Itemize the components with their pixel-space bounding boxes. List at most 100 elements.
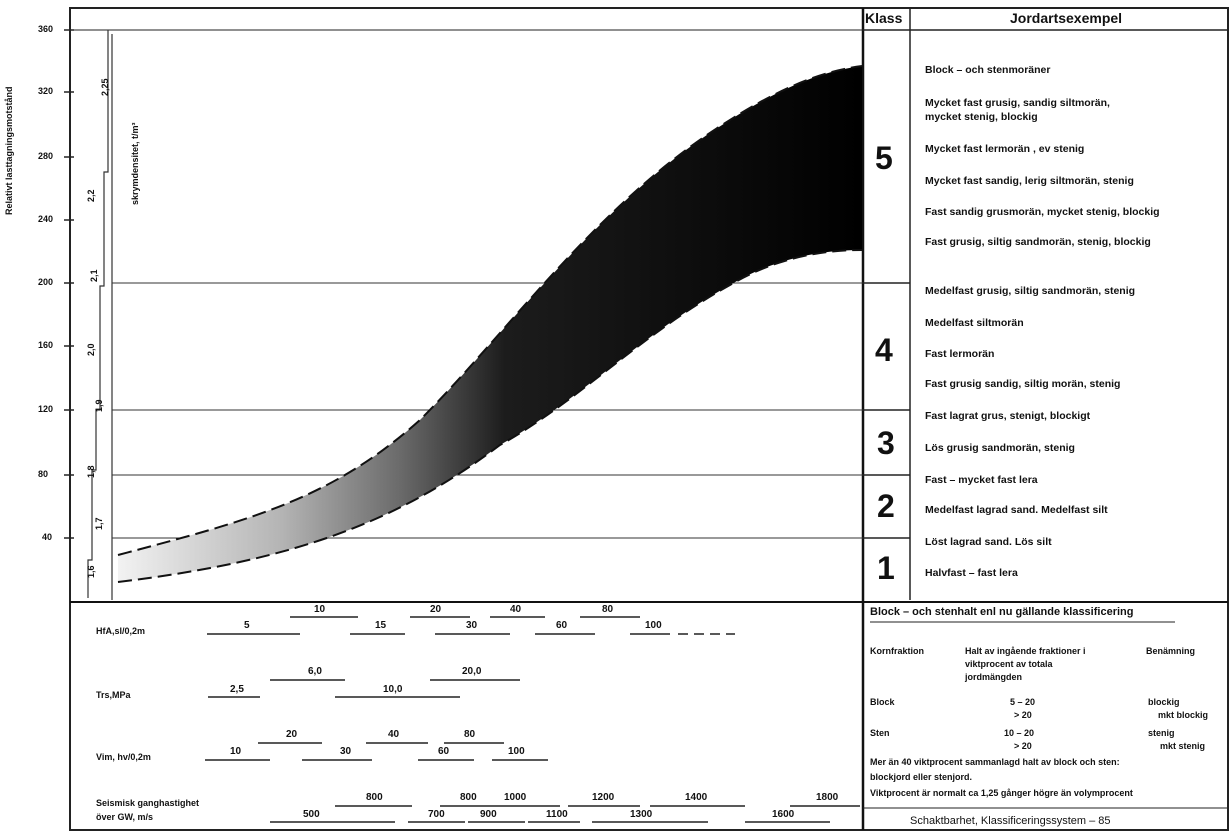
seismic-lower: 1600 — [772, 809, 795, 820]
soil-example: Mycket fast sandig, lerig siltmorän, ste… — [925, 175, 1134, 187]
vim-lower: 60 — [438, 746, 450, 757]
density-value: 2,2 — [86, 189, 96, 202]
soil-example: Halvfast – fast lera — [925, 567, 1018, 579]
hfa-lower: 30 — [466, 620, 478, 631]
vim-label: Vim, hv/0,2m — [96, 752, 151, 762]
hfa-upper: 20 — [430, 604, 442, 615]
density-value: 1,7 — [94, 517, 104, 530]
trs-lower: 2,5 — [230, 684, 244, 695]
seismic-lower: 700 — [428, 809, 445, 820]
trs-lower: 10,0 — [383, 684, 403, 695]
hfa-label: HfA,sl/0,2m — [96, 626, 146, 636]
hfa-upper: 40 — [510, 604, 522, 615]
klass-number-5: 5 — [875, 140, 893, 176]
seismic-upper: 800 — [460, 792, 477, 803]
vim-upper: 20 — [286, 729, 298, 740]
block-row-ben: stenig — [1148, 728, 1175, 738]
trs-upper: 20,0 — [462, 666, 482, 677]
hfa-lower: 100 — [645, 620, 662, 631]
soil-example: Fast lermorän — [925, 348, 995, 360]
y-tick-120: 120 — [38, 404, 54, 414]
outer-frame — [69, 7, 1229, 831]
block-row-halt: > 20 — [1014, 710, 1032, 720]
soil-example: Fast grusig, siltig sandmorän, stenig, b… — [925, 236, 1151, 248]
seismic-lower: 1300 — [630, 809, 653, 820]
block-note: blockjord eller stenjord. — [870, 772, 973, 782]
density-axis-label: skrymdensitet, t/m³ — [130, 122, 140, 205]
block-col-header: Benämning — [1146, 646, 1196, 656]
seismic-lower: 1100 — [546, 809, 568, 820]
seismic-lower: 500 — [303, 809, 320, 820]
seismic-upper: 1000 — [504, 792, 527, 803]
y-tick-80: 80 — [38, 469, 49, 479]
seismic-upper: 1800 — [816, 792, 839, 803]
density-value: 2,25 — [100, 78, 110, 96]
trs-label: Trs,MPa — [96, 690, 131, 700]
seismic-upper: 1400 — [685, 792, 708, 803]
block-table-title: Block – och stenhalt enl nu gällande kla… — [870, 606, 1134, 618]
density-value: 2,1 — [89, 269, 99, 282]
y-tick-320: 320 — [38, 86, 54, 96]
band-upper-bound — [117, 65, 863, 556]
soil-example: Medelfast grusig, siltig sandmorän, sten… — [925, 285, 1136, 297]
density-value: 1,9 — [94, 399, 104, 412]
hfa-lower: 5 — [244, 620, 250, 631]
hfa-upper: 80 — [602, 604, 614, 615]
block-row-ben: blockig — [1148, 697, 1180, 707]
vim-lower: 100 — [508, 746, 525, 757]
seismic-upper: 800 — [366, 792, 383, 803]
soil-example: Mycket fast lermorän , ev stenig — [925, 143, 1085, 155]
klass-header: Klass — [865, 10, 903, 26]
hfa-scale-lines — [207, 616, 735, 635]
block-row-halt: 10 – 20 — [1004, 728, 1035, 738]
soil-example: Lös grusig sandmorän, stenig — [925, 442, 1075, 454]
hfa-upper: 10 — [314, 604, 326, 615]
block-col-header: jordmängden — [965, 672, 1023, 682]
example-header: Jordartsexempel — [1010, 10, 1123, 26]
seismic-scale-lines — [270, 805, 860, 823]
block-row-ben: mkt blockig — [1158, 710, 1209, 720]
density-value: 1,6 — [86, 565, 96, 578]
y-tick-40: 40 — [42, 532, 53, 542]
seismic-upper: 1200 — [592, 792, 615, 803]
density-value: 2,0 — [86, 343, 96, 356]
klass-number-2: 2 — [877, 488, 895, 524]
block-col-header: Halt av ingående fraktioner i — [965, 646, 1086, 656]
block-note: Viktprocent är normalt ca 1,25 gånger hö… — [870, 788, 1133, 798]
vim-upper: 80 — [464, 729, 476, 740]
soil-example: Block – och stenmoräner — [925, 64, 1051, 76]
y-axis-ticks — [64, 29, 74, 539]
y-tick-240: 240 — [38, 214, 54, 224]
vim-lower: 10 — [230, 746, 242, 757]
y-axis-label: Relativt lasttagningsmotstånd — [4, 86, 14, 215]
footer-caption: Schaktbarhet, Klassificeringssystem – 85 — [910, 815, 1111, 827]
block-col-header: Kornfraktion — [870, 646, 924, 656]
trs-upper: 6,0 — [308, 666, 322, 677]
soil-example: Mycket fast grusig, sandig siltmorän, — [925, 97, 1110, 109]
y-tick-160: 160 — [38, 340, 54, 350]
block-note: Mer än 40 viktprocent sammanlagd halt av… — [870, 757, 1120, 767]
seismic-label: Seismisk ganghastighet — [96, 798, 200, 808]
seismic-lower: 900 — [480, 809, 497, 820]
klass-number-3: 3 — [877, 425, 895, 461]
soil-example: mycket stenig, blockig — [925, 111, 1038, 123]
soil-example: Fast grusig sandig, siltig morän, stenig — [925, 378, 1121, 390]
density-value: 1,8 — [86, 465, 96, 478]
soil-example: Medelfast lagrad sand. Medelfast silt — [925, 504, 1108, 516]
block-col-header: viktprocent av totala — [965, 659, 1053, 669]
klass-number-4: 4 — [875, 332, 893, 368]
hfa-lower: 15 — [375, 620, 387, 631]
soil-example: Medelfast siltmorän — [925, 317, 1024, 329]
block-row-frac: Sten — [870, 728, 890, 738]
soil-example: Fast – mycket fast lera — [925, 474, 1038, 486]
block-row-frac: Block — [870, 697, 895, 707]
seismic-label: över GW, m/s — [96, 812, 154, 822]
block-row-halt: 5 – 20 — [1010, 697, 1036, 707]
band-lower-bound — [117, 249, 863, 583]
block-row-halt: > 20 — [1014, 741, 1032, 751]
soil-example: Löst lagrad sand. Lös silt — [925, 536, 1052, 548]
block-row-ben: mkt stenig — [1160, 741, 1206, 751]
klass-number-1: 1 — [877, 550, 895, 586]
